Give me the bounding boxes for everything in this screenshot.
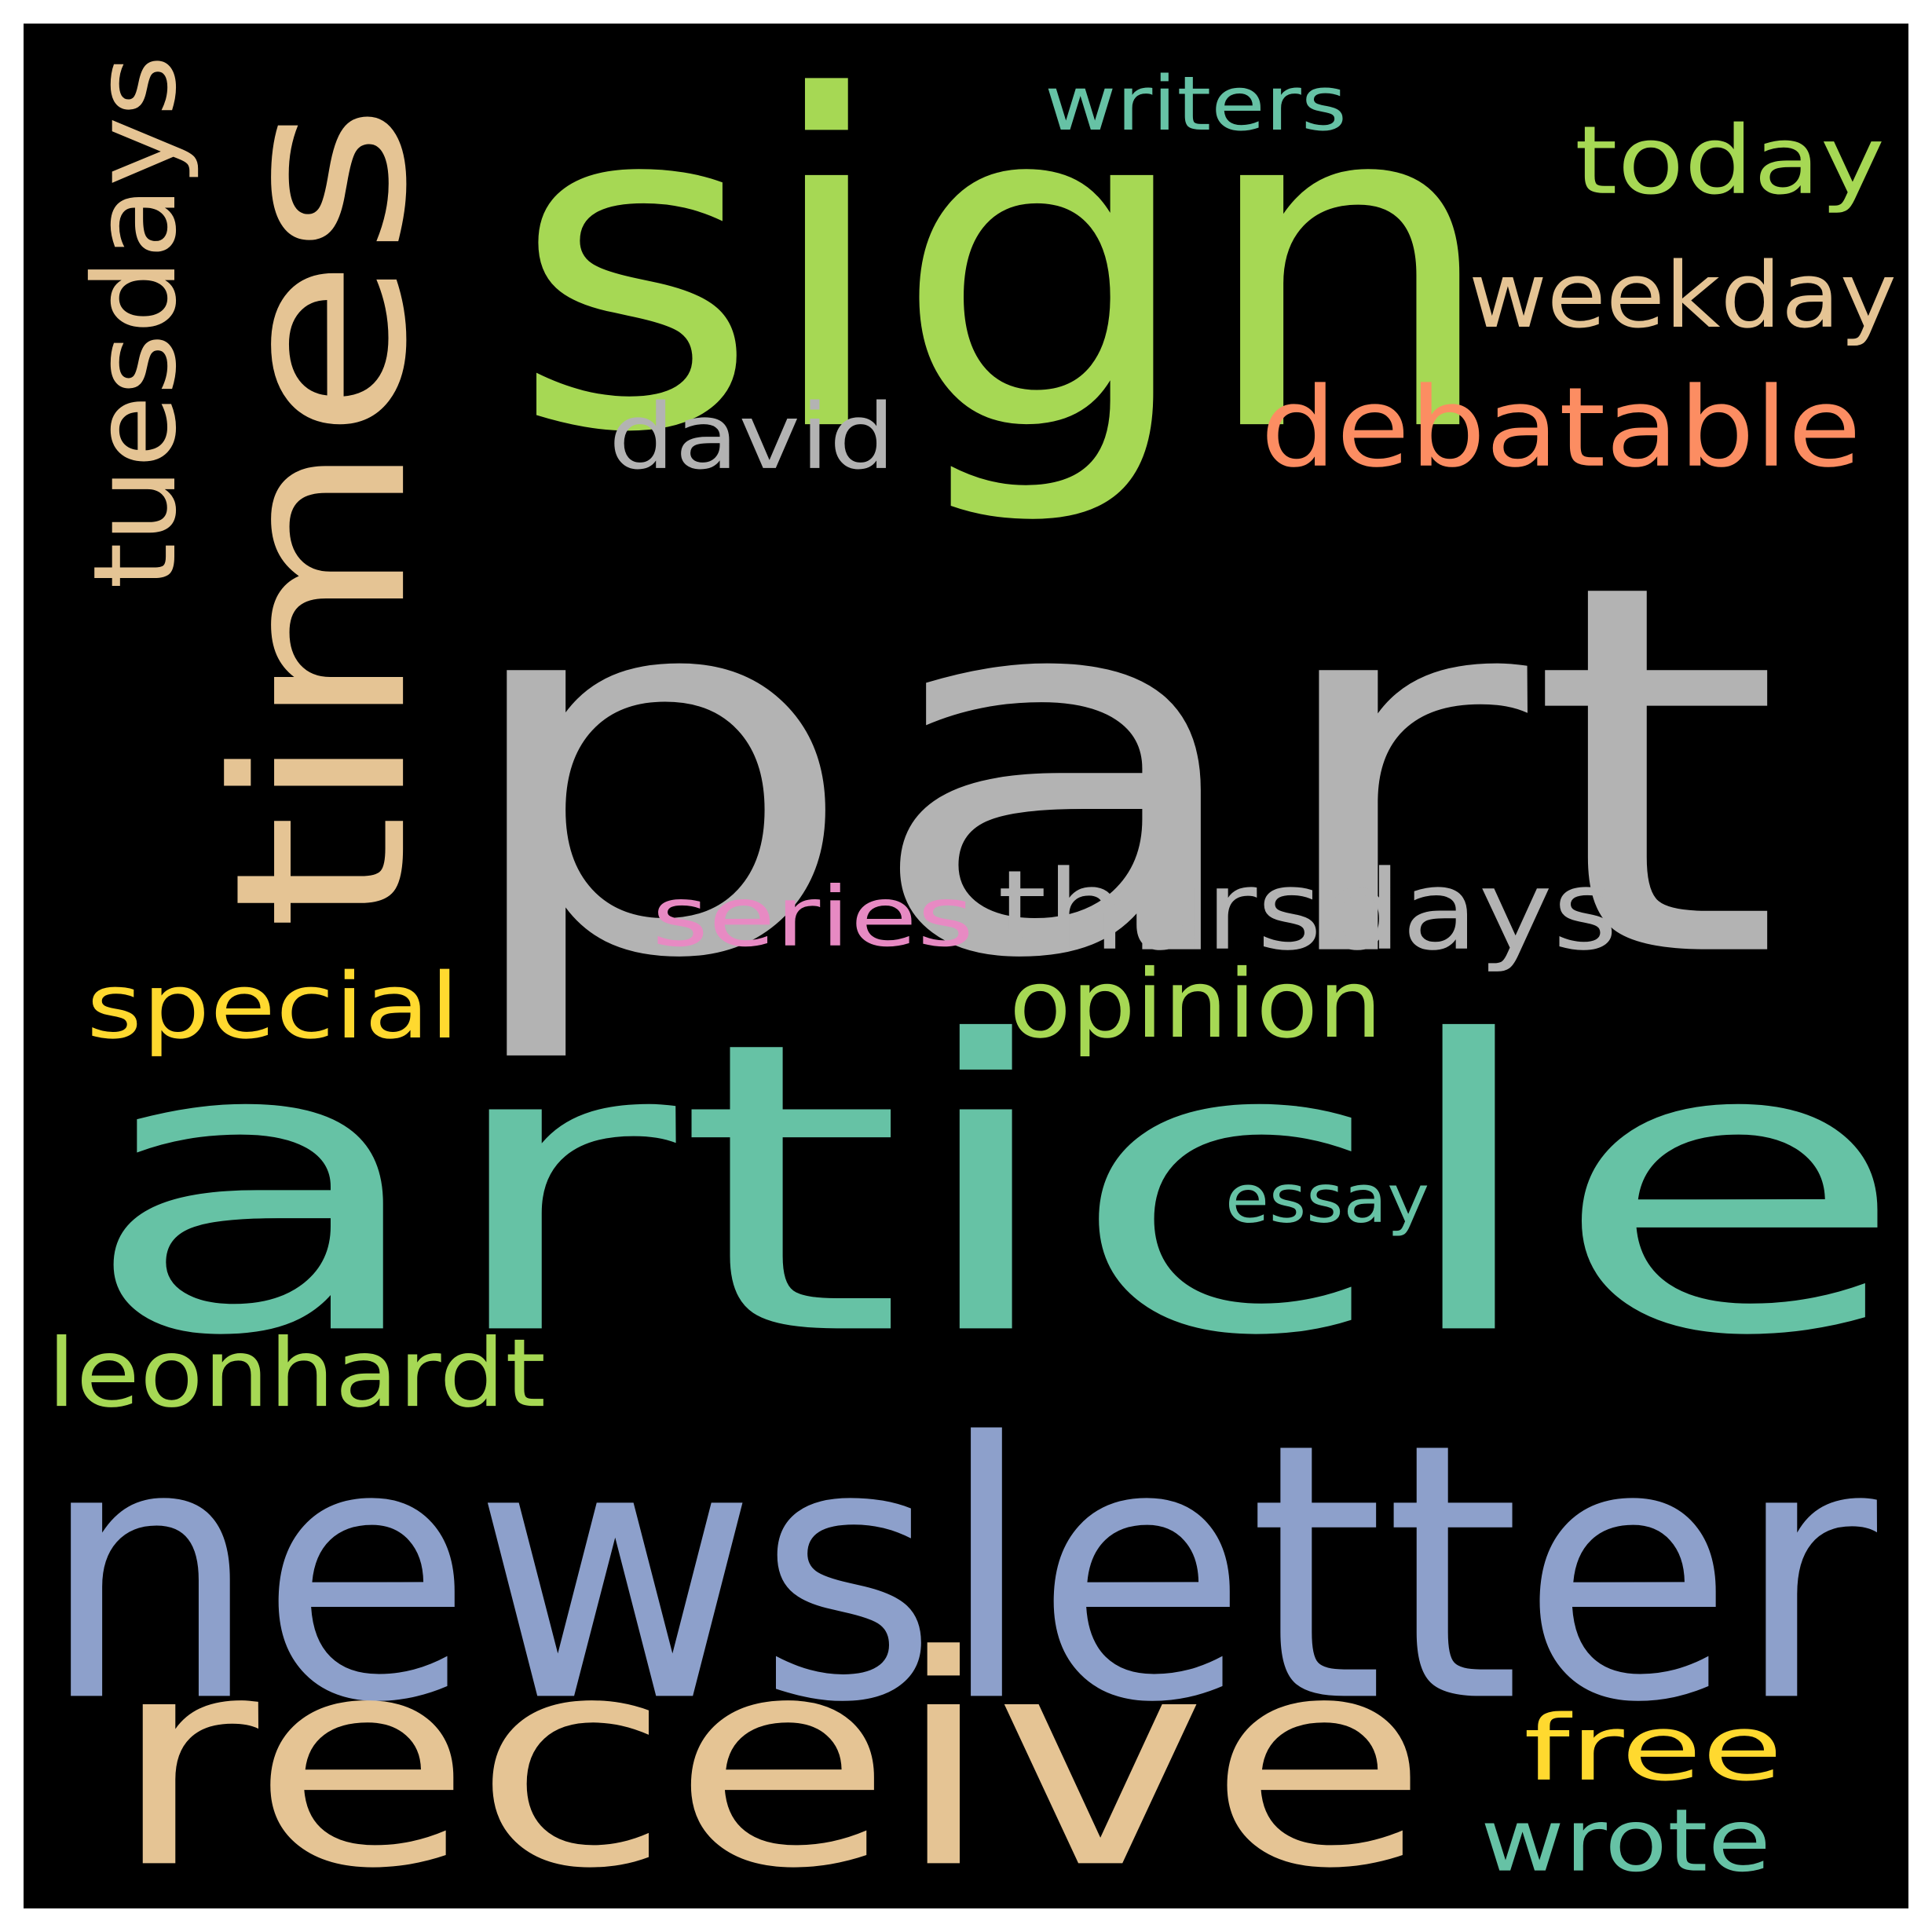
- word-receive: receive: [110, 1594, 1429, 1908]
- word-leonhardt: leonhardt: [47, 1319, 546, 1429]
- word-thursdays: thursdays: [997, 847, 1618, 975]
- word-article: article: [79, 957, 1908, 1423]
- word-debatable: debatable: [1261, 364, 1861, 492]
- word-wrote: wrote: [1480, 1791, 1771, 1892]
- word-tuesdays: tuesdays: [69, 55, 202, 590]
- word-special: special: [86, 954, 459, 1059]
- word-newsletter: newsletter: [39, 1368, 1877, 1780]
- word-david: david: [609, 385, 895, 490]
- word-essay: essay: [1225, 1161, 1429, 1239]
- word-series: series: [652, 869, 974, 965]
- word-writers: writers: [1045, 60, 1347, 148]
- word-cloud: part article newsletter sign receive tim…: [24, 24, 1908, 1908]
- word-times: times: [185, 102, 459, 931]
- word-sign: sign: [510, 24, 1500, 532]
- word-opinion: opinion: [1009, 950, 1382, 1059]
- word-today: today: [1575, 106, 1885, 216]
- word-part: part: [448, 476, 1783, 1070]
- word-weekday: weekday: [1469, 243, 1897, 349]
- word-free: free: [1524, 1696, 1783, 1802]
